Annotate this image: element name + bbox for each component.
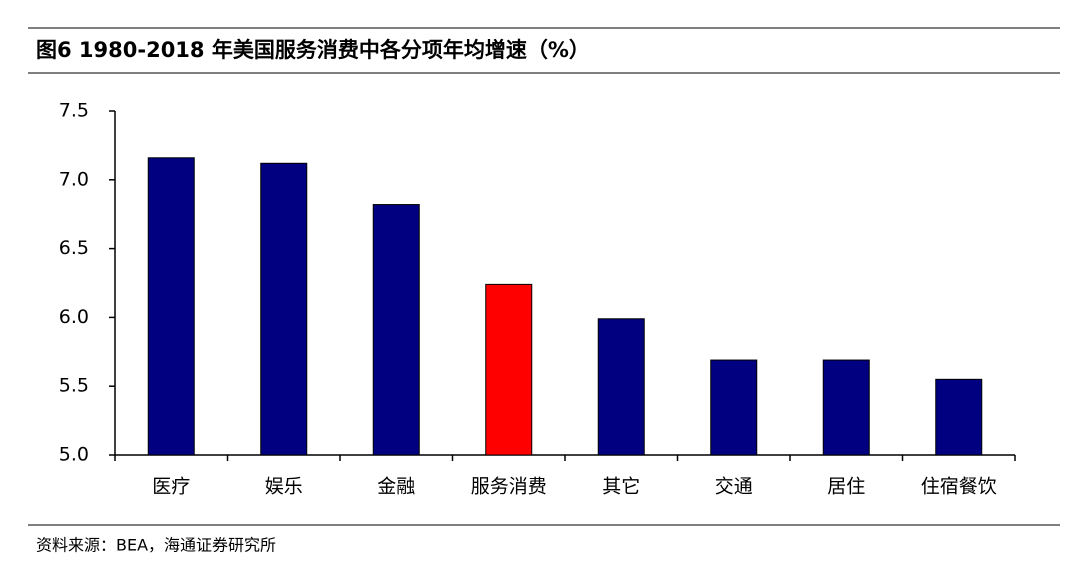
x-tick-label: 金融 — [377, 476, 415, 498]
y-tick-label: 7.0 — [59, 168, 89, 190]
chart-title: 图6 1980-2018 年美国服务消费中各分项年均增速（%） — [36, 38, 590, 62]
bar — [935, 378, 983, 456]
y-tick-label: 5.0 — [59, 444, 89, 466]
bar — [822, 359, 870, 456]
bar — [147, 157, 195, 456]
y-tick-label: 7.5 — [59, 100, 89, 122]
bar — [597, 318, 645, 456]
bar — [372, 204, 420, 456]
x-tick-label: 医疗 — [152, 476, 190, 498]
x-tick-label: 服务消费 — [471, 476, 547, 498]
y-tick-label: 6.0 — [59, 306, 89, 328]
x-tick-label: 居住 — [827, 476, 865, 498]
x-tick-label: 其它 — [602, 476, 640, 498]
source-note: 资料来源：BEA，海通证券研究所 — [36, 536, 276, 555]
y-tick-label: 6.5 — [59, 237, 89, 259]
x-tick-label: 住宿餐饮 — [921, 476, 997, 498]
y-tick-label: 5.5 — [59, 375, 89, 397]
bar — [710, 359, 758, 456]
x-tick-label: 娱乐 — [265, 476, 303, 498]
bar — [260, 162, 308, 456]
x-tick-label: 交通 — [715, 476, 753, 498]
bar — [485, 283, 533, 456]
